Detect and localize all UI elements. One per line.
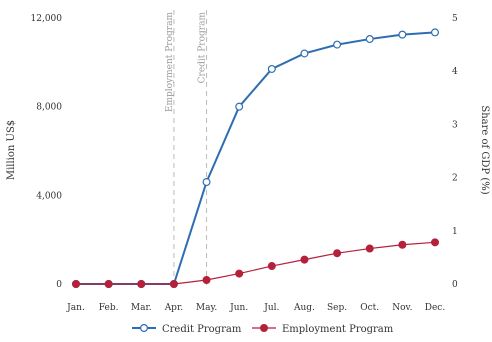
data-point-1-9 — [365, 244, 374, 253]
data-point-0-8 — [333, 40, 342, 49]
legend-label-0: Credit Program — [162, 324, 242, 335]
legend-swatch-marker-1 — [260, 324, 269, 333]
y2-tick-label: 5 — [452, 14, 458, 24]
data-point-0-10 — [398, 30, 407, 39]
data-point-1-3 — [169, 279, 178, 288]
annotation-label-0: Employment Program — [165, 12, 175, 113]
y-tick-label: 0 — [56, 280, 62, 290]
x-tick-label: Jan. — [66, 303, 85, 313]
data-point-0-4 — [202, 178, 211, 187]
data-point-1-6 — [267, 262, 276, 271]
y2-axis-title: Share of GDP (%) — [479, 105, 490, 194]
y-axis-title: Million US$ — [6, 120, 17, 180]
x-tick-label: Jul. — [263, 303, 279, 313]
x-tick-label: May. — [196, 303, 217, 313]
legend: Credit Program Employment Program — [132, 324, 394, 335]
x-tick-label: Jun. — [229, 303, 248, 313]
x-tick-label: Feb. — [99, 303, 119, 313]
annotation-label-1: Credit Program — [198, 12, 208, 84]
legend-label-1: Employment Program — [282, 324, 394, 335]
data-point-1-4 — [202, 276, 211, 285]
y2-tick-label: 0 — [452, 280, 458, 290]
data-point-0-5 — [235, 102, 244, 111]
y-tick-label: 4,000 — [36, 191, 62, 201]
data-point-1-10 — [398, 240, 407, 249]
data-point-0-9 — [365, 35, 374, 44]
x-tick-label: Dec. — [425, 303, 446, 313]
y2-tick-label: 3 — [452, 120, 458, 130]
x-tick-label: Aug. — [293, 303, 315, 313]
data-point-1-5 — [235, 269, 244, 278]
legend-swatch-marker-0 — [140, 324, 149, 333]
x-tick-label: Oct. — [360, 303, 379, 313]
x-tick-label: Nov. — [392, 303, 412, 313]
data-point-0-7 — [300, 49, 309, 58]
x-tick-label: Sep. — [327, 303, 347, 313]
data-point-1-1 — [104, 279, 113, 288]
series-line-0 — [76, 31, 436, 285]
data-point-1-8 — [333, 249, 342, 258]
y2-tick-label: 1 — [452, 227, 458, 237]
x-tick-label: Mar. — [131, 303, 152, 313]
data-point-1-2 — [137, 279, 146, 288]
y-tick-label: 12,000 — [31, 14, 63, 24]
data-point-0-11 — [431, 28, 440, 37]
data-point-0-6 — [267, 64, 276, 73]
y2-tick-label: 4 — [452, 67, 458, 77]
y-tick-label: 8,000 — [36, 103, 62, 113]
series-line-1 — [76, 241, 436, 285]
y2-tick-label: 2 — [452, 174, 458, 184]
x-tick-label: Apr. — [164, 303, 184, 313]
data-point-1-11 — [430, 238, 439, 247]
data-point-1-7 — [300, 255, 309, 264]
data-point-1-0 — [72, 279, 81, 288]
